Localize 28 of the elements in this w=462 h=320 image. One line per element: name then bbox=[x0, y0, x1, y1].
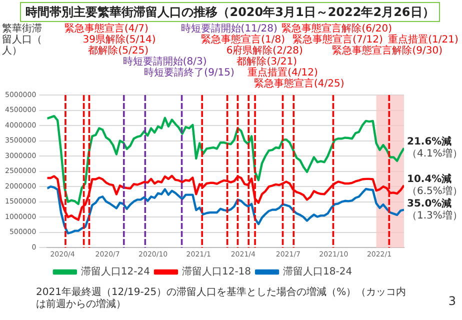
legend-label: 滞留人口12-24 bbox=[80, 266, 150, 278]
text: 3 bbox=[448, 294, 456, 308]
ref-line-label: 緊急事態宣言(7/12) bbox=[292, 34, 383, 46]
ref-line-label: 重点措置(1/21) bbox=[388, 34, 459, 46]
ref-line-label: 6府県解除(2/28) bbox=[226, 44, 304, 57]
ref-line-label: 緊急事態宣言(1/8) bbox=[201, 34, 286, 46]
annotation: （6.5%増） bbox=[407, 184, 462, 197]
text: 2021年最終週（12/19-25）の滞留人口を基準とした場合の増減（%）（カッコ内は前週からの増減） bbox=[36, 287, 408, 311]
ref-line-label: 都解除(5/25) bbox=[88, 44, 149, 57]
annotation: 21.6%減 bbox=[407, 136, 452, 148]
ref-line-label: 緊急事態宣言解除(9/30) bbox=[332, 44, 443, 57]
annotation: （4.1%増） bbox=[407, 148, 462, 160]
annotation: （1.3%増） bbox=[407, 209, 462, 222]
legend-label: 滞留人口12-18 bbox=[182, 266, 252, 278]
ref-line-label: 緊急事態宣言(4/25) bbox=[254, 78, 344, 90]
ref-line-label: 都解除(3/21) bbox=[236, 56, 298, 68]
annotation: 10.4%減 bbox=[407, 172, 452, 185]
ref-line-label: 時短要請開始(11/28) bbox=[180, 22, 278, 35]
chart-title: 時間帯別主要繁華街滞留人口の推移（2020年3月1日～2022年2月26日） bbox=[20, 2, 440, 22]
ref-line-label: 時短要請開始(8/3) bbox=[122, 56, 207, 68]
ref-line-label: 重点措置(4/12) bbox=[248, 66, 318, 79]
ref-line-label: 時短要請終了(9/15) bbox=[144, 66, 235, 79]
y-axis-title: 繁華街滞留人口（人） bbox=[2, 22, 42, 57]
annotation: 35.0%減 bbox=[407, 197, 452, 210]
legend-label: 滞留人口18-24 bbox=[283, 266, 352, 278]
ref-line-label: 39県解除(5/14) bbox=[82, 34, 156, 46]
ref-line-label: 緊急事態宣言(4/7) bbox=[64, 22, 148, 35]
ref-line-label: 緊急事態宣言解除(6/20) bbox=[282, 22, 392, 35]
